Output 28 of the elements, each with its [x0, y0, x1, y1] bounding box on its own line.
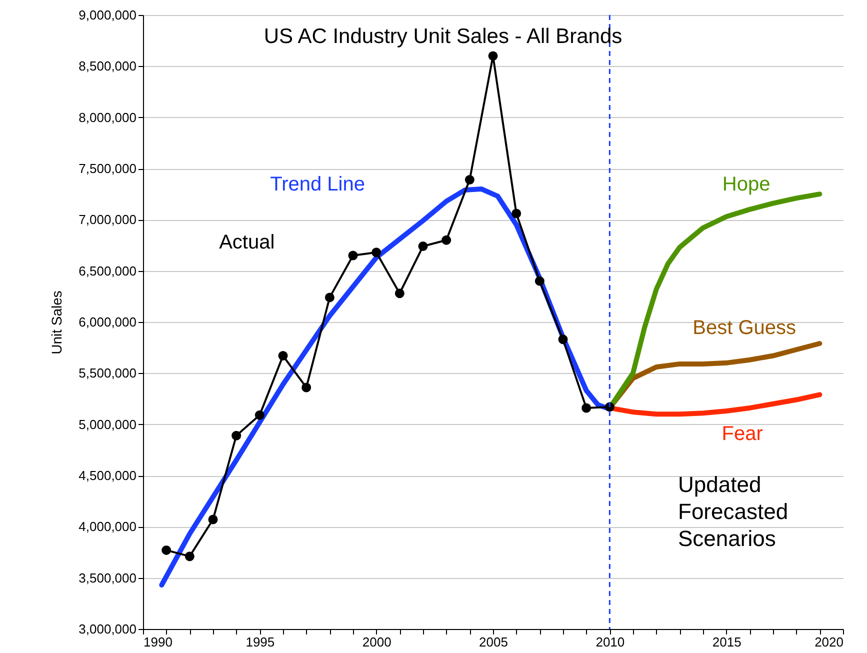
series-label: Fear — [722, 423, 764, 446]
series-label: Hope — [722, 174, 770, 196]
y-tick-label: 8,000,000 — [78, 110, 136, 125]
x-tick-label: 2000 — [362, 634, 392, 650]
x-tick-label: 1995 — [246, 634, 275, 650]
y-tick-label: 9,000,000 — [78, 8, 136, 22]
text: US AC Industry Unit Sales - All Brands — [264, 25, 622, 48]
y-tick-label: 6,500,000 — [78, 263, 136, 278]
y-tick-label: 3,500,000 — [78, 570, 136, 586]
x-tick-label: 1990 — [144, 634, 172, 650]
y-tick-label: 7,000,000 — [78, 212, 136, 228]
text: Actual — [219, 231, 275, 254]
text: Trend Line — [270, 174, 365, 196]
y-tick-label: 5,500,000 — [78, 366, 136, 381]
annotation: Updated Forecasted Scenarios — [678, 472, 788, 551]
y-tick-label: 4,000,000 — [78, 519, 136, 534]
y-tick-label: 3,000,000 — [78, 622, 136, 636]
x-tick-label: 2005 — [479, 634, 508, 650]
y-tick-label: 5,000,000 — [78, 416, 136, 432]
x-tick-label: 2020 — [814, 634, 844, 650]
y-axis-title: Unit Sales — [48, 290, 65, 354]
series-label: Best Guess — [692, 316, 796, 339]
y-tick-label: 4,500,000 — [78, 468, 136, 483]
y-tick-label: 6,000,000 — [78, 314, 136, 330]
x-tick-label: 2015 — [712, 634, 742, 650]
y-tick-label: 7,500,000 — [78, 161, 136, 176]
y-tick-label: 8,500,000 — [78, 58, 136, 74]
x-tick-label: 2010 — [596, 634, 625, 650]
